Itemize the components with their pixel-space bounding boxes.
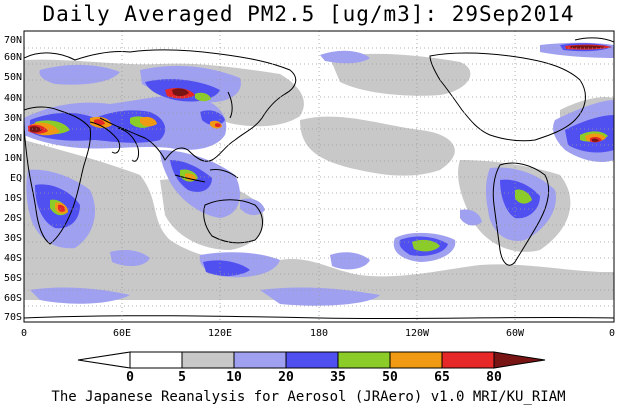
colorbar-tick: 5 [178, 370, 186, 385]
lat-label: EQ [10, 173, 22, 184]
longitude-labels: 0 60E 120E 180 120W 60W 0 [21, 328, 615, 339]
lat-label: 50N [4, 72, 22, 83]
pm25-map: 70N 60N 50N 40N 30N 20N 10N EQ 10S 20S 3… [4, 30, 615, 339]
lon-label: 180 [310, 328, 328, 339]
colorbar-tick: 35 [330, 370, 346, 385]
lon-label: 120E [208, 328, 232, 339]
lat-label: 30S [4, 233, 22, 244]
lon-label: 60W [506, 328, 525, 339]
grid [24, 31, 614, 322]
footer-credit: The Japanese Reanalysis for Aerosol (JRA… [51, 389, 566, 405]
lat-label: 20N [4, 133, 22, 144]
lon-label: 60E [113, 328, 131, 339]
colorbar-tick: 10 [226, 370, 242, 385]
colorbar-tick: 65 [434, 370, 450, 385]
lat-label: 40S [4, 253, 22, 264]
lat-label: 60N [4, 52, 22, 63]
colorbar-ticks: 0 5 10 20 35 50 65 80 [126, 370, 502, 385]
colorbar-tick: 80 [486, 370, 502, 385]
lon-label: 0 [609, 328, 615, 339]
pm25-field [24, 42, 614, 306]
map-frame [23, 30, 615, 323]
lat-label: 10N [4, 153, 22, 164]
lat-label: 30N [4, 113, 22, 124]
colorbar-tick: 50 [382, 370, 398, 385]
lat-label: 20S [4, 213, 22, 224]
colorbar-tick: 0 [126, 370, 134, 385]
lat-label: 50S [4, 273, 22, 284]
lon-label: 120W [405, 328, 430, 339]
lat-label: 10S [4, 193, 22, 204]
lon-label: 0 [21, 328, 27, 339]
lat-label: 40N [4, 93, 22, 104]
latitude-labels: 70N 60N 50N 40N 30N 20N 10N EQ 10S 20S 3… [4, 35, 22, 323]
coastlines [24, 37, 614, 320]
lat-label: 70N [4, 35, 22, 46]
colorbar-tick: 20 [278, 370, 294, 385]
lat-label: 70S [4, 312, 22, 323]
map-title: Daily Averaged PM2.5 [ug/m3]: 29Sep2014 [42, 2, 575, 26]
lat-label: 60S [4, 293, 22, 304]
